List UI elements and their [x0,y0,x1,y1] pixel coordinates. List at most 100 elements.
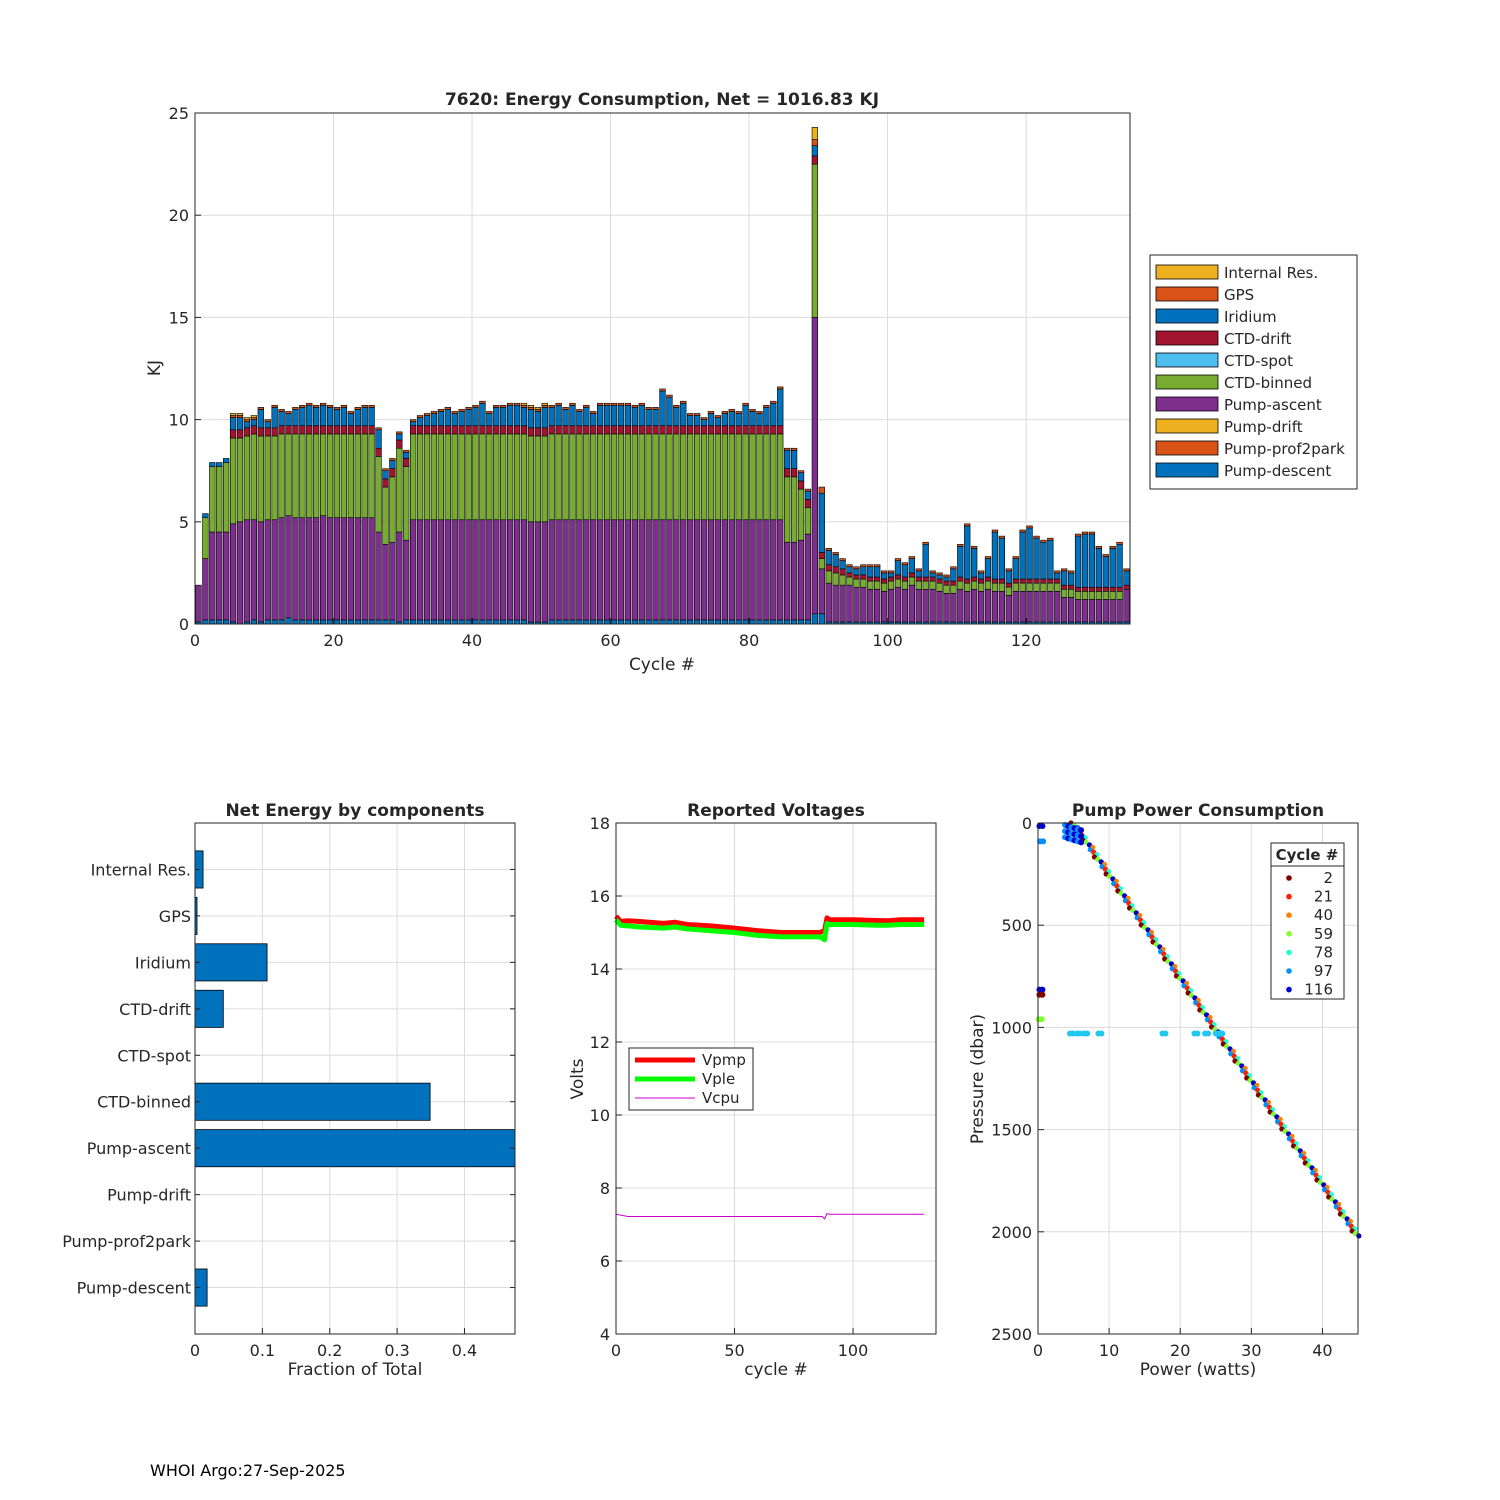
energy-bar-segment [714,433,722,521]
energy-bar-segment [1123,588,1130,623]
energy-bar-segment [590,425,597,435]
energy-bar-segment [624,619,632,625]
energy-bar-segment [583,404,590,408]
energy-bar-segment [603,425,611,435]
energy-bar-segment [610,519,618,621]
energy-bar-segment [867,576,874,582]
energy-bar-segment [472,519,479,621]
energy-bar-segment [493,519,500,621]
energy-bar-segment [1095,590,1102,600]
energy-bar-segment [236,429,244,439]
energy-bar-segment [749,519,756,621]
energy-bar-segment [333,433,341,519]
energy-bar-segment [943,584,950,594]
energy-bar-segment [423,415,431,427]
energy-bar-segment [250,619,258,625]
energy-bar-segment [1109,546,1116,549]
energy-bar-segment [1047,590,1054,623]
energy-bar-segment [292,619,299,625]
components-axes-box [194,822,516,1335]
energy-bar-segment [1033,590,1040,623]
energy-bar-segment [617,402,625,406]
energy-bar-segment [1040,590,1047,623]
energy-bar-segment [777,388,784,427]
energy-bar-segment [278,619,285,625]
energy-bar-segment [1054,570,1061,574]
energy-bar-segment [520,402,528,406]
energy-bar-segment [319,425,327,435]
components-x-tick-label: 0.2 [317,1341,342,1360]
energy-bar-segment [1074,535,1082,588]
energy-bar-segment [922,588,929,623]
energy-bar-segment [874,580,881,590]
voltages-y-tick-label: 18 [590,814,610,833]
energy-bar-segment [202,558,209,621]
energy-bar-segment [479,433,486,521]
energy-bar-segment [728,409,735,412]
energy-legend-label: Internal Res. [1224,264,1318,282]
energy-bar-segment [299,619,306,625]
energy-bar-segment [887,572,895,578]
energy-bar-segment [548,407,555,427]
energy-bar-segment [319,433,327,516]
pump-legend-marker [1286,875,1292,881]
energy-bar-segment [285,413,292,427]
energy-bar-segment [673,425,680,435]
energy-bar-segment [534,427,541,437]
energy-bar-segment [229,429,237,439]
energy-bar-segment [811,613,819,625]
energy-bar-segment [915,568,922,572]
energy-bar-segment [610,433,618,521]
energy-bar-segment [977,572,985,580]
energy-bar-segment [797,480,805,490]
energy-bar-segment [306,619,313,625]
energy-tick-labels: 0 20 40 60 80 100 120 0 5 10 15 20 25 [169,104,1042,650]
energy-bar-segment [790,449,798,469]
energy-bar-segment [548,425,555,435]
energy-bar-segment [874,588,881,623]
energy-bar-segment [936,590,943,623]
energy-bar-segment [943,574,950,578]
energy-bar-segment [957,588,964,623]
energy-bar-segment [430,425,438,435]
energy-bar-segment [340,517,348,621]
energy-bar-segment [257,521,264,623]
pump-legend-label: 116 [1304,981,1333,999]
energy-bar-segment [444,409,451,427]
energy-bar-segment [506,425,514,435]
energy-bar-segment [479,400,486,404]
energy-bar-segment [576,411,583,427]
energy-bar-segment [652,433,659,521]
energy-bar-segment [666,619,673,625]
components-category-label: Internal Res. [91,860,191,879]
energy-bar-segment [444,519,451,621]
energy-bar-segment [465,619,472,625]
energy-bar-segment [243,421,251,429]
energy-bar-segment [403,458,410,467]
energy-bar-segment [1116,599,1123,623]
energy-bar-segment [1095,586,1102,592]
pump-ylabel: Pressure (dbar) [968,1014,988,1144]
energy-legend-swatch [1155,286,1219,302]
energy-bar-segment [333,425,341,435]
components-category-label: Iridium [135,953,191,972]
energy-bar-segment [1005,568,1012,572]
energy-bar-segment [707,619,715,625]
energy-bar-segment [1067,572,1075,586]
energy-bar-segment [818,492,825,553]
pump-point [1039,991,1046,998]
energy-bar-segment [887,580,895,590]
energy-bar-segment [728,425,735,435]
energy-bar-segment [548,619,555,625]
energy-bar-segment [1047,578,1054,584]
energy-bar-segment [326,404,334,408]
energy-legend-label: Iridium [1224,308,1277,326]
pump-point [1205,1030,1212,1037]
energy-bar-segment [375,456,382,533]
energy-bar-segment [569,402,576,406]
energy-bar-segment [763,404,770,408]
energy-bar-segment [513,433,521,521]
energy-bar-segment [943,593,950,623]
energy-bar-segment [811,127,819,140]
energy-bar-segment [326,619,334,625]
